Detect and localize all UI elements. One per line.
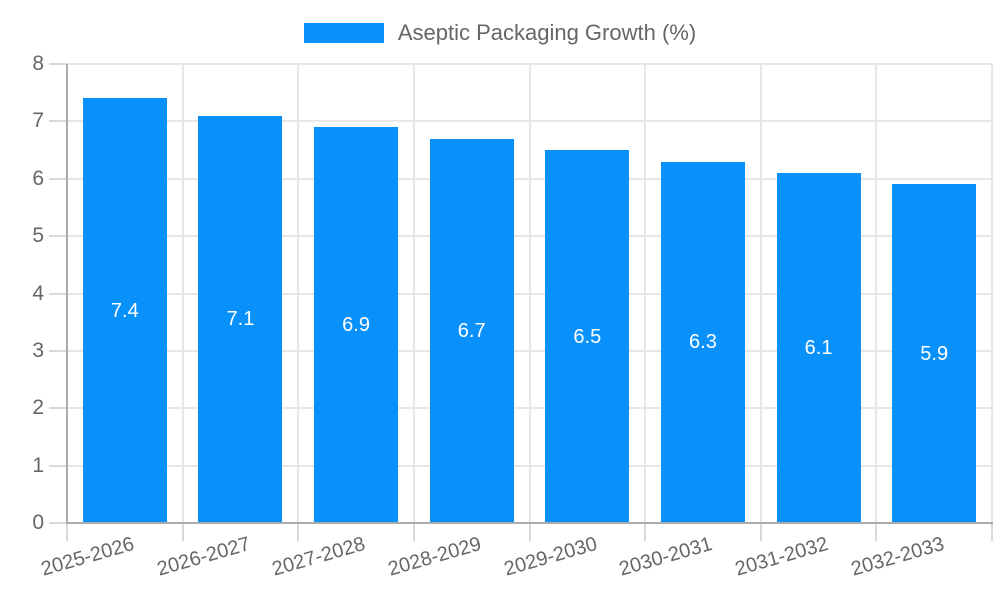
x-tick-mark [644, 523, 647, 541]
bar[interactable] [198, 115, 283, 523]
bar-value-label: 7.1 [226, 308, 255, 331]
x-tick-mark [66, 523, 68, 541]
x-axis-category-label: 2027-2028 [270, 533, 369, 581]
x-axis-category-label: 2029-2030 [501, 533, 600, 581]
bar[interactable] [776, 173, 861, 523]
y-tick-mark [49, 522, 67, 524]
bar-value-label: 6.5 [573, 325, 602, 348]
bar[interactable] [545, 150, 630, 523]
x-gridline [297, 64, 300, 523]
y-axis-line [66, 64, 68, 523]
y-tick-mark [49, 177, 67, 180]
legend-label: Aseptic Packaging Growth (%) [397, 20, 697, 45]
x-axis-line [66, 522, 993, 524]
x-tick-mark [528, 523, 531, 541]
x-tick-mark [181, 523, 184, 541]
legend-item[interactable]: Aseptic Packaging Growth (%) [0, 19, 1000, 47]
y-tick-mark [49, 120, 67, 123]
bar-value-label: 5.9 [920, 342, 949, 365]
x-gridline [644, 64, 647, 523]
y-axis-tick-label: 1 [32, 453, 44, 477]
x-gridline [181, 64, 184, 523]
bar[interactable] [314, 127, 399, 523]
bar-value-label: 6.1 [804, 337, 833, 359]
bar-value-label: 6.7 [457, 319, 486, 342]
y-tick-mark [49, 63, 67, 65]
y-tick-mark [49, 407, 67, 410]
y-axis-tick-label: 4 [32, 281, 44, 305]
y-axis-tick-label: 7 [32, 109, 44, 133]
x-tick-mark [759, 523, 762, 541]
x-axis-category-label: 2032-2033 [848, 533, 947, 581]
y-tick-mark [49, 464, 67, 467]
x-gridline [759, 64, 762, 523]
bar[interactable] [82, 98, 167, 523]
x-axis-category-label: 2028-2029 [385, 533, 484, 581]
x-gridline [412, 64, 415, 523]
y-tick-mark [49, 349, 67, 352]
bar[interactable] [892, 184, 977, 523]
x-gridline [991, 64, 993, 523]
y-axis-tick-label: 2 [32, 396, 44, 420]
x-gridline [528, 64, 531, 523]
x-axis-category-label: 2031-2032 [732, 533, 831, 581]
x-tick-mark [875, 523, 878, 541]
x-axis-category-label: 2026-2027 [154, 533, 253, 581]
y-axis-tick-label: 8 [32, 52, 44, 75]
y-axis-tick-label: 5 [32, 224, 44, 248]
bar-value-label: 6.9 [342, 314, 370, 337]
x-axis-category-label: 2030-2031 [616, 533, 716, 581]
x-axis-category-label: 2025-2026 [38, 533, 137, 581]
y-axis-tick-label: 6 [32, 166, 44, 190]
legend-swatch [303, 23, 384, 43]
x-tick-mark [412, 523, 415, 541]
y-axis-tick-label: 0 [32, 511, 44, 534]
x-gridline [875, 64, 878, 523]
x-tick-mark [991, 523, 993, 541]
y-axis-tick-label: 3 [32, 338, 44, 362]
bar[interactable] [660, 161, 745, 523]
bar-value-label: 7.4 [110, 299, 139, 322]
y-tick-mark [49, 235, 67, 238]
y-tick-mark [49, 292, 67, 295]
x-tick-mark [297, 523, 300, 541]
bar-value-label: 6.3 [689, 331, 717, 354]
bar[interactable] [429, 138, 514, 523]
